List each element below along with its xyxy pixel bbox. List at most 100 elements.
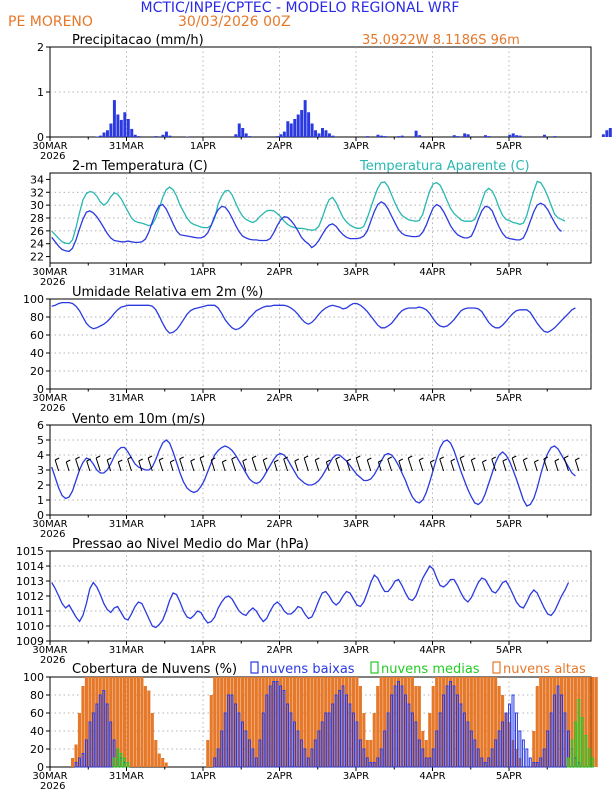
wind-barb xyxy=(439,458,445,472)
nuvens-altas-bar xyxy=(393,677,397,767)
precip-bar xyxy=(452,135,456,137)
nuvens-altas-bar xyxy=(84,677,88,767)
nuvens-altas-bar xyxy=(570,677,574,767)
rh-ytick-label: 100 xyxy=(23,293,44,306)
wind-barb-flag xyxy=(575,457,580,461)
nuvens-baixas-bar xyxy=(213,757,217,768)
press-xtick-label: 2APR xyxy=(266,645,292,656)
press-xtick-label: 5APR xyxy=(496,645,522,656)
wind-xtick-label: 3APR xyxy=(343,519,369,530)
nuvens-altas-bar xyxy=(251,677,255,767)
wind-barb xyxy=(54,459,60,472)
nuvens-altas-bar xyxy=(410,677,414,767)
wind-barb-flag xyxy=(512,455,517,459)
wind-barb-flag xyxy=(407,455,413,459)
nuvens-altas-bar xyxy=(448,677,453,767)
precip-bar xyxy=(314,130,318,137)
nuvens-altas-bar xyxy=(227,677,231,767)
nuvens-baixas-bar xyxy=(286,703,290,768)
nuvens-altas-bar xyxy=(414,686,418,767)
legend-medias-label: nuvens medias xyxy=(381,662,480,677)
nuvens-baixas-bar xyxy=(417,739,421,768)
wind-barb xyxy=(251,457,257,472)
nuvens-baixas-bar xyxy=(102,690,106,768)
nuvens-baixas-bar xyxy=(268,685,272,768)
nuvens-altas-bar xyxy=(341,677,345,767)
nuvens-altas-bar xyxy=(379,677,383,767)
nuvens-altas-bar xyxy=(327,677,331,767)
nuvens-altas-bar xyxy=(386,677,390,767)
clouds-xtick-label: 30MAR xyxy=(32,771,67,782)
precip-ytick-label: 2 xyxy=(37,41,44,54)
nuvens-baixas-bar xyxy=(251,748,255,768)
header-location: PE MORENO xyxy=(8,14,93,30)
temp-ytick-label: 22 xyxy=(30,251,44,264)
precip-xtick-label: 1APR xyxy=(190,141,216,152)
nuvens-baixas-bar xyxy=(414,721,418,768)
nuvens-baixas-bar xyxy=(393,685,397,768)
nuvens-baixas-bar xyxy=(351,712,355,768)
nuvens-altas-bar xyxy=(116,677,120,767)
temp-ytick-label: 24 xyxy=(30,238,44,251)
nuvens-baixas-bar xyxy=(91,712,95,768)
wind-barb-flag xyxy=(367,457,372,461)
nuvens-baixas-bar xyxy=(410,712,414,768)
wind-barb xyxy=(221,461,226,472)
nuvens-baixas-bar xyxy=(542,748,546,768)
nuvens-altas-bar xyxy=(390,677,394,767)
clouds-xtick-label: 1APR xyxy=(190,771,216,782)
nuvens-baixas-bar xyxy=(556,685,560,768)
nuvens-altas-bar xyxy=(209,695,213,767)
temp-ytick-label: 28 xyxy=(30,212,44,225)
wind-xtick-label: 31MAR xyxy=(109,519,144,530)
nuvens-medias-bar xyxy=(112,757,116,768)
nuvens-baixas-bar xyxy=(532,762,536,768)
precip-bar xyxy=(286,121,290,137)
precip-bar xyxy=(327,133,331,137)
wind-barb-flag xyxy=(66,459,71,463)
wind-barb xyxy=(377,461,382,472)
nuvens-baixas-bar xyxy=(528,757,532,768)
press-title: Pressao ao Nivel Medio do Mar (hPa) xyxy=(72,537,309,552)
nuvens-baixas-bar xyxy=(459,703,463,768)
nuvens-baixas-bar xyxy=(504,712,508,768)
nuvens-altas-bar xyxy=(358,686,362,767)
nuvens-baixas-bar xyxy=(421,748,425,768)
precip-bar xyxy=(116,114,120,137)
nuvens-altas-bar xyxy=(587,677,591,767)
wind-barb-flag xyxy=(138,458,143,462)
wind-barb xyxy=(294,460,299,472)
precip-bar xyxy=(130,128,134,137)
press-xtick-label: 1APR xyxy=(190,645,216,656)
nuvens-altas-bar xyxy=(580,677,584,767)
nuvens-baixas-bar xyxy=(244,730,248,768)
wind-barb-flag xyxy=(294,458,300,462)
wind-barb xyxy=(554,460,559,472)
nuvens-altas-bar xyxy=(365,740,369,767)
wind-barb xyxy=(65,461,70,472)
nuvens-baixas-bar xyxy=(355,721,359,768)
nuvens-baixas-bar xyxy=(341,685,345,768)
wind-xtick-label: 2APR xyxy=(266,519,292,530)
wind-barb xyxy=(75,458,80,472)
clouds-ytick-label: 60 xyxy=(30,707,44,720)
legend-altas-label: nuvens altas xyxy=(503,662,586,677)
nuvens-altas-bar xyxy=(403,677,408,767)
nuvens-altas-bar xyxy=(74,744,78,767)
precip-bar xyxy=(282,131,286,137)
nuvens-medias-bar xyxy=(123,757,127,768)
nuvens-altas-bar xyxy=(424,740,428,767)
nuvens-altas-bar xyxy=(535,686,539,767)
nuvens-altas-bar xyxy=(556,677,560,767)
nuvens-altas-bar xyxy=(265,677,269,767)
nuvens-baixas-bar xyxy=(241,721,244,768)
clouds-title: Cobertura de Nuvens (%) xyxy=(72,662,237,677)
wind-barb xyxy=(522,459,528,472)
nuvens-baixas-bar xyxy=(88,721,92,768)
wind-barb xyxy=(366,459,372,472)
precip-bar xyxy=(542,134,546,137)
nuvens-altas-bar xyxy=(462,677,466,767)
wind-ytick-label: 1 xyxy=(37,494,44,507)
nuvens-baixas-bar xyxy=(223,712,227,768)
